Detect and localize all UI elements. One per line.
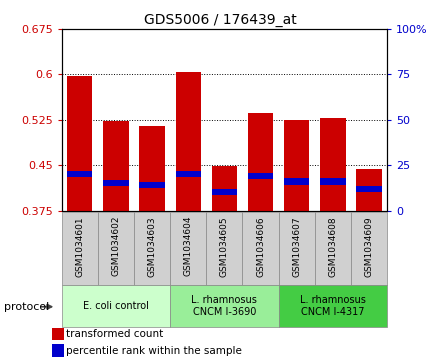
Bar [176, 171, 201, 177]
FancyBboxPatch shape [242, 212, 279, 285]
Bar [139, 126, 165, 211]
Text: transformed count: transformed count [66, 329, 163, 339]
Text: protocol: protocol [4, 302, 50, 312]
Text: GDS5006 / 176439_at: GDS5006 / 176439_at [143, 13, 297, 27]
Text: L. rhamnosus
CNCM I-4317: L. rhamnosus CNCM I-4317 [300, 295, 366, 317]
FancyBboxPatch shape [279, 285, 387, 327]
Bar [67, 171, 92, 177]
FancyBboxPatch shape [206, 212, 242, 285]
Text: percentile rank within the sample: percentile rank within the sample [66, 346, 242, 355]
Text: GSM1034606: GSM1034606 [256, 216, 265, 277]
Text: GSM1034602: GSM1034602 [111, 216, 121, 277]
Text: GSM1034608: GSM1034608 [328, 216, 337, 277]
FancyBboxPatch shape [279, 212, 315, 285]
FancyBboxPatch shape [170, 212, 206, 285]
FancyBboxPatch shape [62, 212, 98, 285]
FancyBboxPatch shape [170, 285, 279, 327]
Bar [248, 173, 273, 179]
Bar [284, 121, 309, 211]
Text: GSM1034604: GSM1034604 [184, 216, 193, 277]
Bar [176, 72, 201, 211]
Text: GSM1034609: GSM1034609 [365, 216, 374, 277]
Bar [284, 179, 309, 184]
Text: L. rhamnosus
CNCM I-3690: L. rhamnosus CNCM I-3690 [191, 295, 257, 317]
Bar [103, 121, 128, 211]
Bar [320, 118, 345, 211]
Text: E. coli control: E. coli control [83, 301, 149, 311]
Bar [139, 182, 165, 188]
FancyBboxPatch shape [98, 212, 134, 285]
Bar [212, 189, 237, 195]
Bar [356, 170, 382, 211]
Bar [103, 180, 128, 186]
Bar [356, 186, 382, 192]
Bar [248, 113, 273, 211]
FancyBboxPatch shape [134, 212, 170, 285]
Text: GSM1034603: GSM1034603 [147, 216, 157, 277]
FancyBboxPatch shape [351, 212, 387, 285]
FancyBboxPatch shape [62, 285, 170, 327]
Bar [52, 328, 64, 340]
Text: GSM1034607: GSM1034607 [292, 216, 301, 277]
Text: GSM1034605: GSM1034605 [220, 216, 229, 277]
Bar [52, 344, 64, 357]
Bar [67, 76, 92, 211]
FancyBboxPatch shape [315, 212, 351, 285]
Bar [212, 166, 237, 211]
Bar [320, 179, 345, 184]
Text: GSM1034601: GSM1034601 [75, 216, 84, 277]
